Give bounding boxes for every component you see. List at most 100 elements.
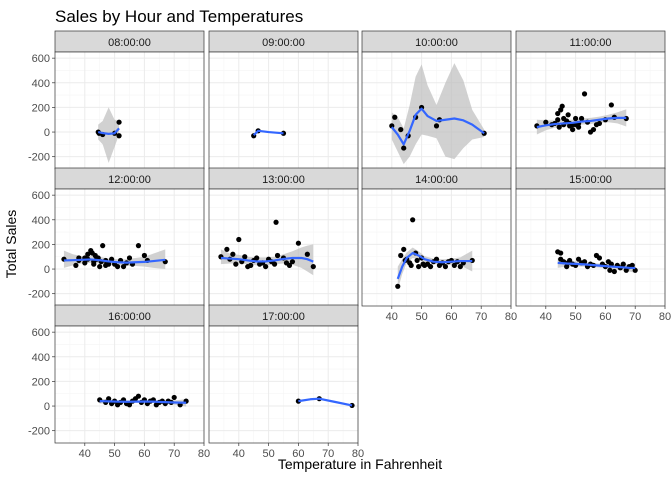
data-point [106,396,112,402]
facet-label: 10:00:00 [415,37,458,49]
data-point [271,261,278,267]
x-tick-label: 70 [475,311,487,323]
data-point [427,263,434,270]
data-point [623,267,629,273]
data-point [555,117,561,123]
data-point [171,394,177,401]
chart-title: Sales by Hour and Temperatures [55,7,303,26]
data-point [85,251,91,257]
data-point [295,240,301,246]
x-tick-label: 50 [415,311,427,323]
data-point [263,263,269,270]
y-tick-label: -200 [28,426,50,438]
smooth-line [252,129,284,136]
data-point [611,268,617,275]
x-tick-label: 80 [198,448,210,460]
facet-panel: 11:00:00 [515,30,666,170]
x-tick-label: 50 [108,448,120,460]
x-tick-label: 70 [168,448,180,460]
facet-panel: 09:00:00 [208,30,359,170]
y-tick-label: 600 [32,327,50,339]
data-point [596,255,603,261]
data-point [100,243,106,249]
data-point [274,252,281,259]
x-tick-label: 40 [540,311,552,323]
data-point [596,120,603,127]
data-point [410,217,416,223]
smooth-line [390,107,485,146]
confidence-band [391,63,485,165]
y-tick-label: 200 [32,102,50,114]
x-tick-label: 60 [138,448,150,460]
data-point [620,261,626,267]
data-point [289,259,296,265]
data-point [224,246,230,252]
data-point [416,263,422,270]
data-point [114,263,121,270]
facet-panel: 14:00:00 40 50 60 70 80 [361,167,517,323]
data-point [116,133,122,139]
y-tick-label: 400 [32,78,50,90]
data-point [607,267,613,273]
facet-label: 12:00:00 [108,174,151,186]
data-point [408,262,414,268]
facet-panel: 08:00:00 -200 0 200 400 600 [28,30,205,170]
smooth-line [97,127,120,135]
data-point [401,246,407,252]
smooth-line [99,400,187,404]
data-point [558,250,564,256]
y-tick-label: 200 [32,376,50,388]
facet-label: 14:00:00 [415,174,458,186]
data-point [433,256,440,262]
data-point [97,263,103,270]
data-point [242,254,248,260]
x-tick-label: 40 [386,311,398,323]
facet-label: 15:00:00 [569,174,612,186]
x-tick-label: 80 [659,311,671,323]
y-tick-label: 200 [32,239,50,251]
data-point [135,243,142,249]
facet-label: 08:00:00 [108,37,151,49]
data-point [581,259,588,265]
facet-label: 11:00:00 [569,37,611,49]
panel-border [361,188,512,307]
smooth-line [220,256,314,263]
facet-panel: 15:00:00 40 50 60 70 80 [515,167,671,323]
x-tick-label: 80 [505,311,517,323]
data-point [433,123,440,129]
facet-panel: 13:00:00 [208,167,359,307]
data-point [141,252,147,259]
facet-panel: 17:00:00 40 50 60 70 80 [208,304,364,460]
y-tick-label: -200 [28,289,50,301]
data-point [442,263,449,270]
data-point [392,114,398,120]
data-point [120,263,127,270]
data-point [82,260,88,266]
data-point [414,257,420,264]
data-point [608,102,614,108]
data-point [236,236,242,243]
data-point [398,252,404,259]
panel-border [515,188,666,307]
x-tick-label: 40 [79,448,91,460]
y-tick-label: 600 [32,53,50,65]
data-point [556,124,562,130]
y-tick-label: -200 [28,152,50,164]
data-point [559,103,565,109]
x-tick-label: 40 [233,448,245,460]
data-point [91,261,97,267]
confidence-band [98,107,120,163]
x-tick-label: 80 [352,448,364,460]
data-point [581,91,588,97]
data-point [575,256,582,262]
facet-label: 17:00:00 [262,311,305,323]
facet-label: 13:00:00 [262,174,305,186]
x-tick-label: 50 [569,311,581,323]
data-point [590,126,597,133]
confidence-band [63,249,166,270]
smooth-line [63,258,166,264]
y-tick-label: 0 [44,127,50,139]
data-point [570,126,576,133]
facet-label: 16:00:00 [108,311,151,323]
